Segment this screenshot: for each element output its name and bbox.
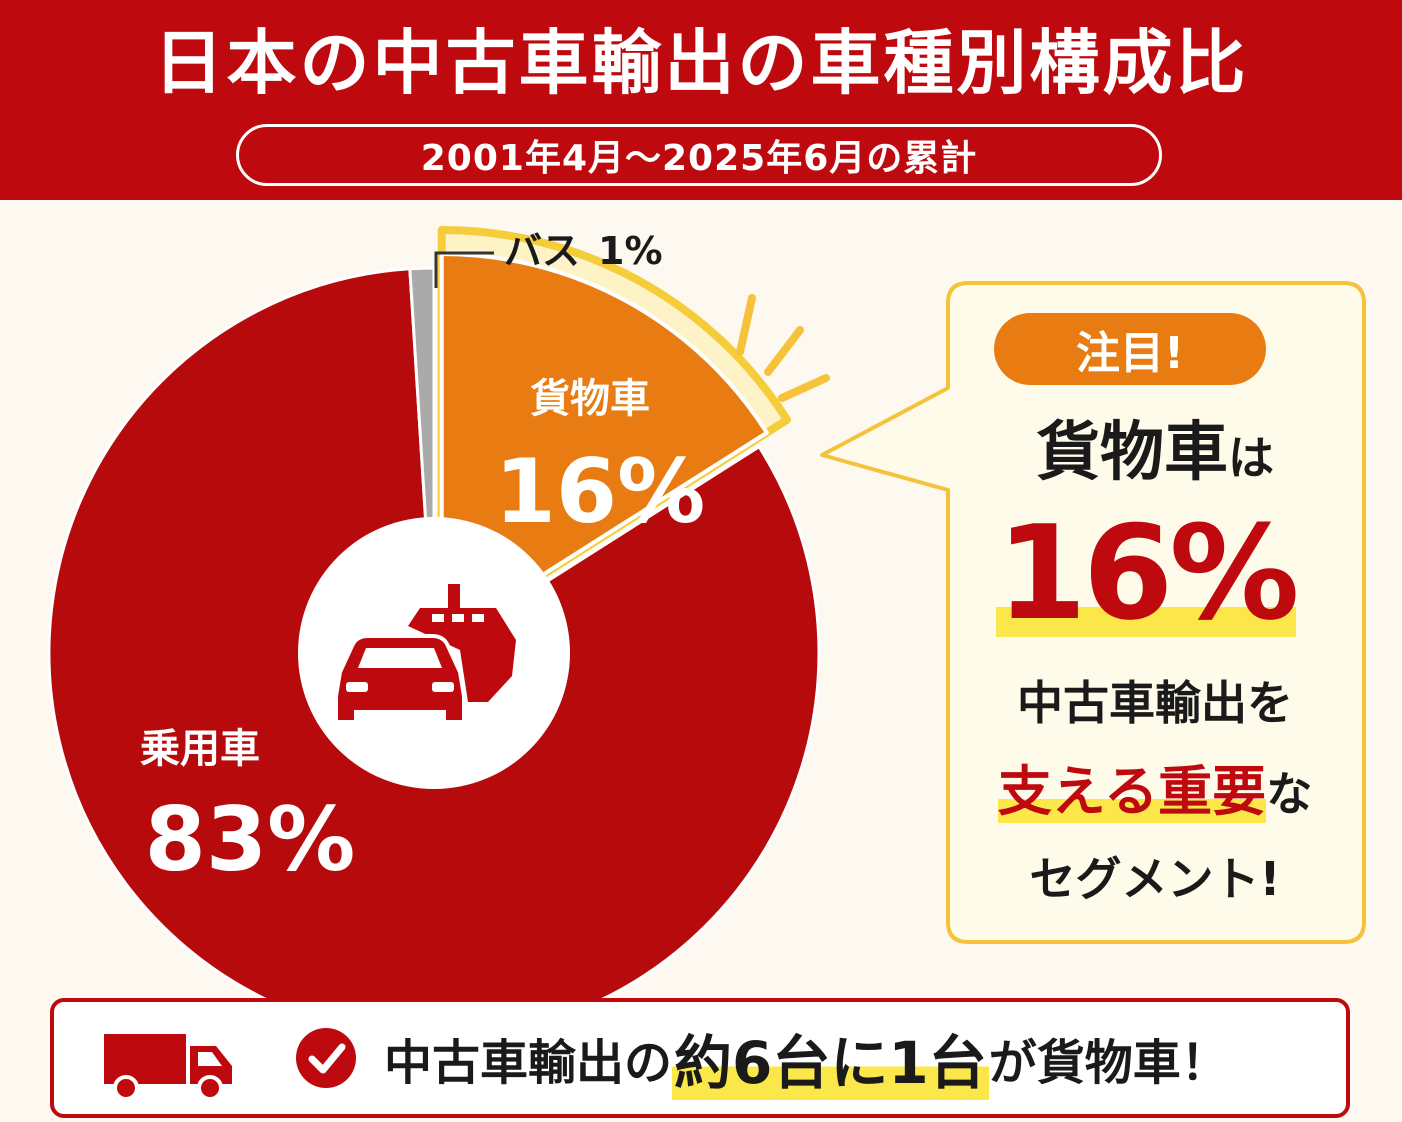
- callout-line-5: セグメント!: [1029, 852, 1281, 906]
- callout-percent: 16%: [996, 497, 1299, 649]
- slice-freight: [439, 251, 769, 641]
- callout-content: 注目! 貨物車は 16% 中古車輸出を 支える重要な セグメント!: [948, 285, 1362, 940]
- bus-leader-line: [434, 251, 494, 288]
- summary-text-highlight: 約6台に1台: [672, 1016, 989, 1100]
- summary-text: 中古車輸出の 約6台に1台 が貨物車！: [384, 1002, 1229, 1114]
- page-title: 日本の中古車輸出の車種別構成比: [153, 22, 1249, 104]
- callout-line-3: 中古車輸出を: [1017, 676, 1293, 730]
- freight-value: 16%: [495, 440, 706, 543]
- callout-percent-highlight: [996, 607, 1296, 637]
- period-pill: 2001年4月～2025年6月の累計: [236, 124, 1162, 186]
- callout-line-4: 支える重要な: [948, 760, 1362, 825]
- callout-percent-wrap: 16%: [996, 497, 1300, 649]
- summary-text-b: が貨物車！: [988, 1035, 1229, 1091]
- truck-icon: [104, 1034, 232, 1101]
- slices-layer: [47, 225, 821, 1000]
- period-subtitle: 2001年4月～2025年6月の累計: [420, 138, 978, 179]
- header-banner: 日本の中古車輸出の車種別構成比 2001年4月～2025年6月の累計: [0, 0, 1402, 200]
- summary-text-a: 中古車輸出の: [384, 1035, 673, 1091]
- car-ship-icon: [334, 584, 516, 724]
- passenger-label: 乗用車: [140, 726, 260, 772]
- attention-badge: 注目!: [994, 313, 1266, 385]
- callout-heading: 貨物車は: [948, 413, 1362, 498]
- passenger-value: 83%: [145, 788, 356, 891]
- freight-label: 貨物車: [530, 376, 650, 422]
- summary-box: 中古車輸出の 約6台に1台 が貨物車！: [50, 998, 1350, 1118]
- bus-label: バス: [504, 229, 580, 273]
- callout-line-4-tail: な: [1266, 767, 1313, 821]
- pie-chart: バス 1% 貨物車 16% 乗用車 83%: [47, 225, 830, 1000]
- bus-value: 1%: [598, 229, 663, 273]
- check-circle-icon: [296, 1028, 356, 1088]
- accent-rays: [736, 294, 830, 402]
- callout-line-4-emphasis: 支える重要: [997, 760, 1267, 823]
- callout-heading-tail: は: [1228, 431, 1274, 485]
- slice-passenger: [47, 267, 821, 1000]
- callout-heading-main: 貨物車: [1036, 416, 1228, 490]
